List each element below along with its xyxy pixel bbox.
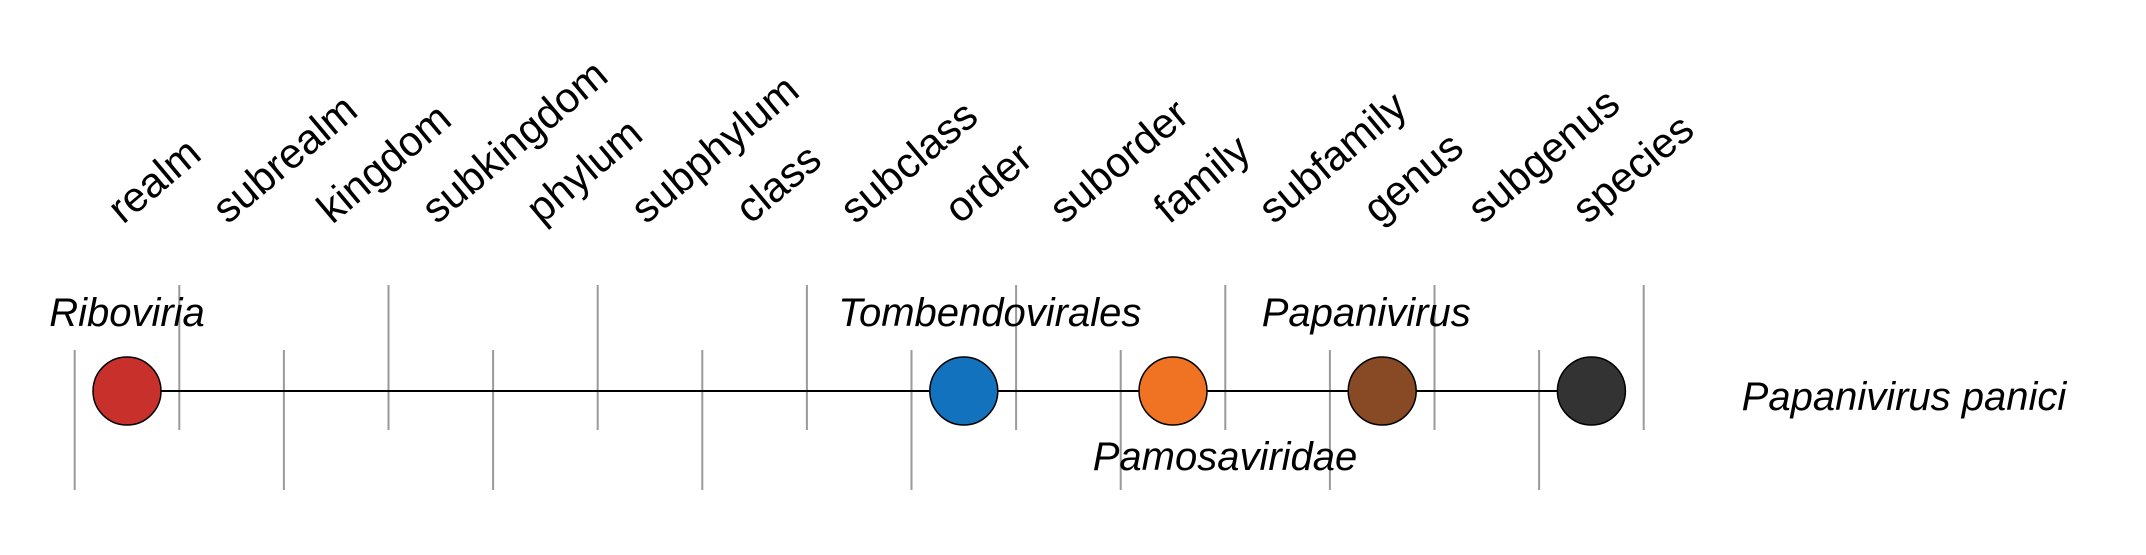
taxon-node-realm xyxy=(92,356,162,426)
rank-dividers xyxy=(73,285,1645,490)
rank-label-realm: realm xyxy=(99,128,210,232)
taxon-node-species xyxy=(1556,356,1627,426)
taxon-node-order xyxy=(929,356,999,426)
taxon-node-family xyxy=(1138,356,1208,426)
taxon-label-family: Pamosaviridae xyxy=(1093,435,1358,479)
taxon-label-genus: Papanivirus xyxy=(1262,291,1471,335)
taxon-label-species: Papanivirus panici xyxy=(1742,375,2068,419)
taxon-label-realm: Riboviria xyxy=(49,291,205,335)
taxon-labels: Riboviria Tombendovirales Pamosaviridae Pap… xyxy=(49,291,2067,479)
taxon-node-genus xyxy=(1347,356,1417,426)
taxon-label-order: Tombendovirales xyxy=(838,291,1141,335)
taxon-nodes xyxy=(92,356,1627,426)
rank-labels: realmsubrealmkingdomsubkingdomphylumsubp… xyxy=(99,50,1703,232)
